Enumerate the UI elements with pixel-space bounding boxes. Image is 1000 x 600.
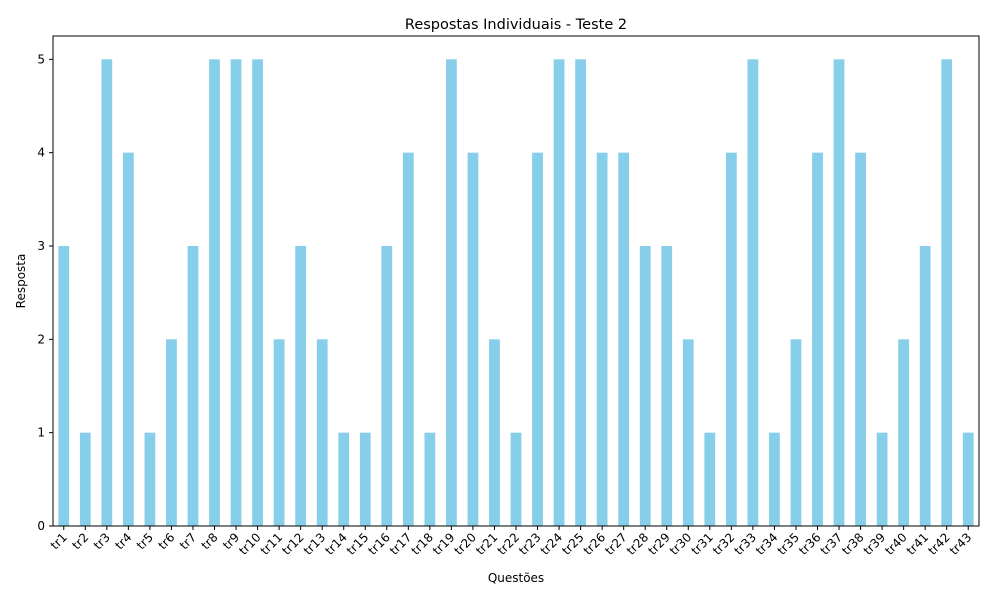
- bar-tr24: [553, 59, 565, 526]
- bar-tr27: [618, 152, 630, 526]
- x-tick-label: tr15: [344, 530, 372, 558]
- bar-tr40: [898, 339, 910, 526]
- bar-tr4: [122, 152, 134, 526]
- bar-tr33: [747, 59, 759, 526]
- bar-tr16: [381, 246, 393, 526]
- x-tick-label: tr39: [861, 530, 889, 558]
- x-tick-label: tr7: [177, 530, 199, 552]
- bar-tr18: [424, 432, 436, 526]
- x-tick-label: tr31: [688, 530, 716, 558]
- bar-tr41: [919, 246, 931, 526]
- y-axis-label: Resposta: [14, 254, 28, 309]
- x-tick-label: tr22: [495, 530, 523, 558]
- x-tick-label: tr20: [452, 530, 480, 558]
- bar-tr36: [812, 152, 823, 526]
- bar-tr14: [338, 432, 350, 526]
- plot-frame: [52, 35, 980, 527]
- x-tick-label: tr23: [516, 530, 544, 558]
- x-tick-label: tr27: [602, 530, 630, 558]
- bar-tr5: [144, 432, 156, 526]
- bar-tr8: [209, 59, 220, 526]
- x-tick-label: tr3: [91, 530, 113, 552]
- bar-tr26: [596, 152, 608, 526]
- x-tick-label: tr28: [624, 530, 652, 558]
- x-tick-label: tr24: [538, 530, 566, 558]
- y-tick-label: 0: [37, 519, 45, 533]
- bar-tr43: [962, 432, 974, 526]
- bar-tr3: [101, 59, 113, 526]
- bar-tr10: [252, 59, 263, 526]
- x-tick-label: tr14: [322, 530, 350, 558]
- x-tick-label: tr19: [430, 530, 458, 558]
- x-tick-label: tr25: [559, 530, 587, 558]
- x-tick-label: tr13: [301, 530, 329, 558]
- y-tick-label: 5: [37, 52, 45, 66]
- bar-tr9: [230, 59, 242, 526]
- x-tick-label: tr40: [882, 530, 910, 558]
- bar-tr17: [402, 152, 414, 526]
- x-tick-label: tr29: [645, 530, 673, 558]
- x-tick-label: tr10: [236, 530, 264, 558]
- y-tick-label: 1: [37, 426, 45, 440]
- x-tick-label: tr12: [279, 530, 307, 558]
- x-tick-label: tr34: [753, 530, 781, 558]
- x-tick-label: tr4: [112, 530, 134, 552]
- x-axis-label: Questões: [488, 571, 544, 585]
- bar-tr20: [467, 152, 479, 526]
- x-tick-label: tr35: [775, 530, 803, 558]
- bar-tr1: [58, 246, 70, 526]
- bar-tr38: [855, 152, 866, 526]
- bar-tr35: [790, 339, 802, 526]
- bar-tr39: [876, 432, 888, 526]
- bars-group: [58, 59, 974, 526]
- x-tick-label: tr41: [904, 530, 932, 558]
- bar-tr12: [295, 246, 307, 526]
- x-tick-label: tr33: [731, 530, 759, 558]
- x-tick-label: tr37: [818, 530, 846, 558]
- x-tick-label: tr17: [387, 530, 415, 558]
- y-tick-label: 3: [37, 239, 45, 253]
- x-tick-label: tr36: [796, 530, 824, 558]
- x-tick-label: tr32: [710, 530, 738, 558]
- bar-tr37: [833, 59, 845, 526]
- x-tick-label: tr21: [473, 530, 501, 558]
- bar-tr15: [359, 432, 371, 526]
- y-tick-label: 4: [37, 146, 45, 160]
- bar-tr31: [704, 432, 716, 526]
- x-tick-label: tr42: [925, 530, 953, 558]
- bar-tr25: [575, 59, 586, 526]
- x-tick-label: tr6: [155, 530, 177, 552]
- bar-tr28: [639, 246, 651, 526]
- x-axis: tr1 tr2 tr3 tr4 tr5 tr6 tr7 tr8 tr9tr10tr11tr12t…: [48, 526, 975, 558]
- x-tick-label: tr1: [48, 530, 70, 552]
- bar-tr2: [79, 432, 91, 526]
- x-tick-label: tr5: [134, 530, 156, 552]
- bar-tr11: [273, 339, 285, 526]
- bar-tr23: [532, 152, 543, 526]
- bar-tr19: [446, 59, 457, 526]
- bar-tr30: [682, 339, 694, 526]
- bar-tr29: [661, 246, 673, 526]
- chart-title: Respostas Individuais - Teste 2: [405, 17, 627, 33]
- x-tick-label: tr16: [365, 530, 393, 558]
- y-tick-label: 2: [37, 332, 45, 346]
- bar-tr34: [769, 432, 780, 526]
- x-tick-label: tr8: [199, 530, 221, 552]
- bar-tr7: [187, 246, 199, 526]
- x-tick-label: tr11: [258, 530, 286, 558]
- bar-tr32: [725, 152, 737, 526]
- bar-tr21: [489, 339, 500, 526]
- x-tick-label: tr30: [667, 530, 695, 558]
- x-tick-label: tr38: [839, 530, 867, 558]
- bar-tr13: [316, 339, 328, 526]
- x-tick-label: tr43: [947, 530, 975, 558]
- x-tick-label: tr2: [69, 530, 91, 552]
- bar-tr42: [941, 59, 953, 526]
- bar-tr6: [166, 339, 177, 526]
- x-tick-label: tr18: [408, 530, 436, 558]
- x-tick-label: tr26: [581, 530, 609, 558]
- y-axis: 0 1 2 3 4 5: [37, 52, 53, 533]
- bar-tr22: [510, 432, 522, 526]
